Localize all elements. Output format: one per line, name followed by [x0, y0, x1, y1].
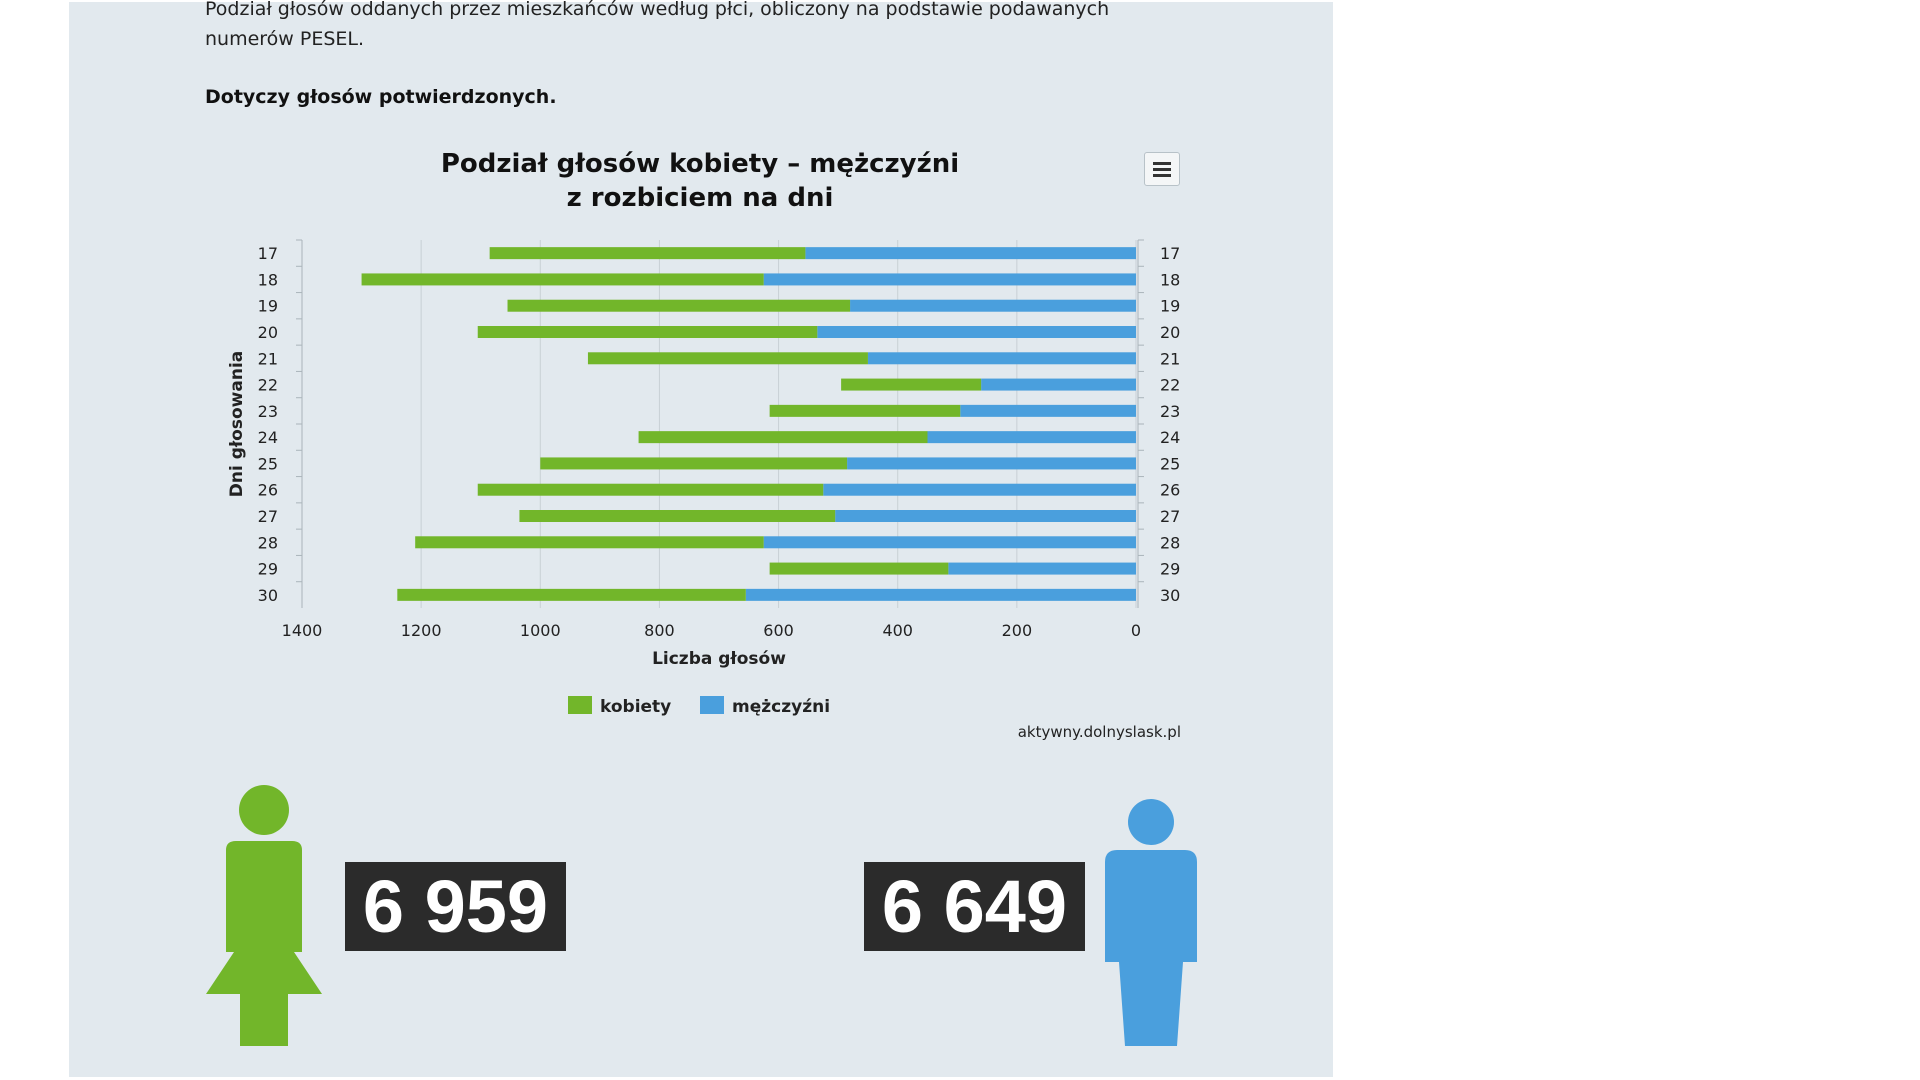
chart-labels: 1400 1200 1000 800 600 400 200 0 17 17 18 18 19 19 20 2…	[258, 244, 1181, 640]
y-tick-label: 23	[258, 402, 278, 421]
x-tick-label: 0	[1131, 621, 1141, 640]
y-axis-label: Dni głosowania	[227, 351, 247, 498]
y-tick-label-right: 24	[1160, 428, 1180, 447]
bar-women	[507, 299, 851, 312]
bar-women	[477, 483, 824, 496]
y-tick-label-right: 28	[1160, 533, 1180, 552]
bar-women	[415, 536, 764, 549]
y-tick-label-right: 25	[1160, 454, 1180, 473]
bar-women	[477, 326, 818, 338]
y-tick-label: 25	[258, 454, 278, 473]
chart-gridlines	[301, 240, 1137, 608]
bar-men	[817, 326, 1136, 338]
x-tick-label: 800	[644, 621, 675, 640]
bar-women	[397, 588, 746, 601]
intro-text: Podział głosów oddanych przez mieszkańcó…	[205, 0, 1110, 50]
bar-men	[823, 483, 1136, 496]
y-tick-label: 22	[258, 376, 278, 395]
chart-axes	[296, 239, 1144, 608]
y-tick-label-right: 26	[1160, 481, 1180, 500]
chart-bars	[361, 247, 1136, 601]
chart-title-line-1: Podział głosów kobiety – mężczyźni	[441, 149, 959, 179]
bar-women	[489, 247, 806, 260]
y-tick-label: 26	[258, 481, 278, 500]
x-tick-label: 1000	[520, 621, 561, 640]
x-tick-label: 1400	[282, 621, 323, 640]
y-tick-label-right: 23	[1160, 402, 1180, 421]
bar-chart: Podział głosów kobiety – mężczyźni z roz…	[227, 149, 1181, 717]
men-total: 6 649	[864, 862, 1085, 951]
y-tick-label-right: 22	[1160, 376, 1180, 395]
y-tick-label-right: 27	[1160, 507, 1180, 526]
bar-men	[960, 404, 1136, 417]
y-tick-label-right: 19	[1160, 297, 1180, 316]
man-figure-icon	[1105, 799, 1197, 1046]
y-tick-label-right: 18	[1160, 270, 1180, 289]
legend-swatch	[568, 696, 592, 714]
bar-men	[763, 273, 1136, 286]
chart-menu-button[interactable]	[1144, 152, 1180, 186]
bar-women	[361, 273, 764, 286]
y-tick-label-right: 21	[1160, 349, 1180, 368]
y-tick-label: 29	[258, 560, 278, 579]
bar-men	[763, 536, 1136, 549]
bar-men	[745, 588, 1136, 601]
legend-label: kobiety	[600, 697, 671, 717]
bar-women	[769, 562, 949, 575]
y-tick-label-right: 17	[1160, 244, 1180, 263]
bar-women	[638, 431, 928, 444]
bar-men	[835, 510, 1136, 522]
bar-women	[841, 378, 982, 391]
y-tick-label-right: 30	[1160, 586, 1180, 605]
bar-women	[769, 404, 961, 417]
bar-men	[948, 562, 1136, 575]
y-tick-label: 18	[258, 270, 278, 289]
y-tick-label-right: 29	[1160, 560, 1180, 579]
hamburger-menu-icon	[1153, 162, 1171, 165]
x-tick-label: 200	[1002, 621, 1033, 640]
y-tick-label: 20	[258, 323, 278, 342]
bar-men	[927, 431, 1136, 444]
y-tick-label: 27	[258, 507, 278, 526]
y-tick-label: 19	[258, 297, 278, 316]
bar-women	[519, 510, 836, 522]
x-tick-label: 400	[882, 621, 913, 640]
legend-label: mężczyźni	[732, 697, 830, 717]
chart-title-line-2: z rozbiciem na dni	[567, 183, 834, 213]
bar-men	[850, 299, 1136, 312]
y-tick-label-right: 20	[1160, 323, 1180, 342]
bar-men	[867, 352, 1136, 365]
y-tick-label: 30	[258, 586, 278, 605]
legend-swatch	[700, 696, 724, 714]
x-axis-label: Liczba głosów	[652, 649, 786, 669]
bar-women	[587, 352, 868, 365]
chart-legend[interactable]: kobiety mężczyźni	[568, 696, 830, 717]
x-tick-label: 1200	[401, 621, 442, 640]
y-tick-label: 17	[258, 244, 278, 263]
y-tick-label: 21	[258, 349, 278, 368]
bar-women	[540, 457, 848, 470]
bar-men	[805, 247, 1136, 260]
y-tick-label: 28	[258, 533, 278, 552]
source-credit[interactable]: aktywny.dolnyslask.pl	[1017, 723, 1181, 741]
women-total: 6 959	[345, 862, 566, 951]
note-text: Dotyczy głosów potwierdzonych.	[205, 86, 557, 108]
bar-men	[847, 457, 1136, 470]
bar-men	[981, 378, 1136, 391]
y-tick-label: 24	[258, 428, 278, 447]
x-tick-label: 600	[763, 621, 794, 640]
woman-figure-icon	[206, 785, 322, 1046]
